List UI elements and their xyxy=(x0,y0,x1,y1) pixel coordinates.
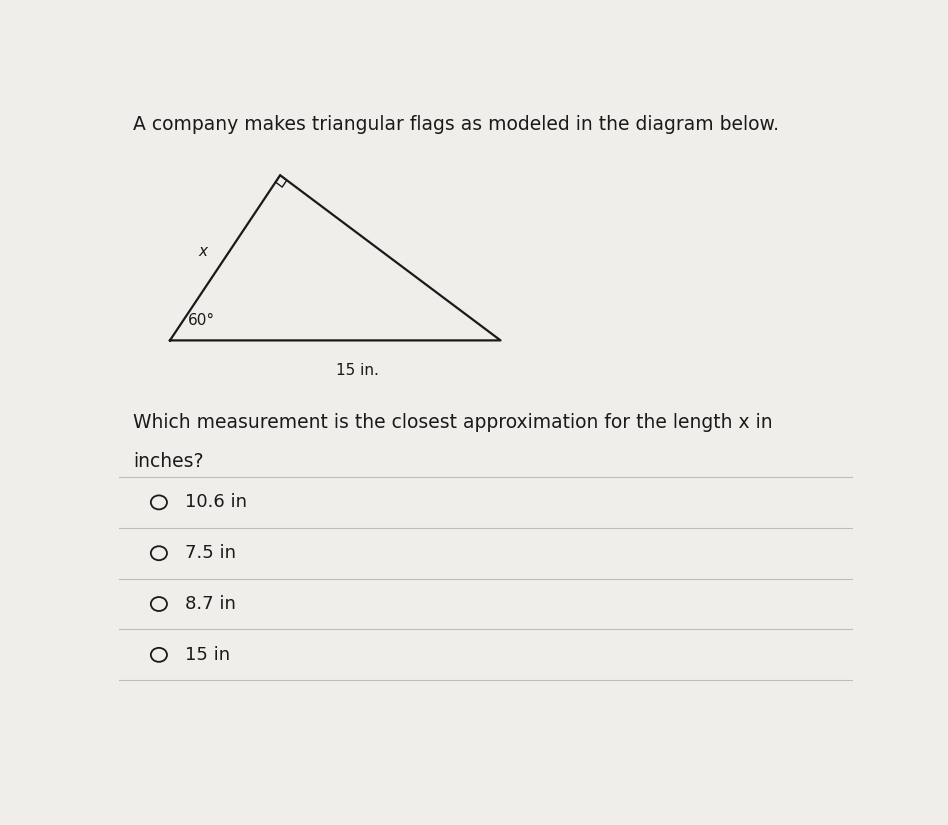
Text: 8.7 in: 8.7 in xyxy=(185,595,235,613)
Text: A company makes triangular flags as modeled in the diagram below.: A company makes triangular flags as mode… xyxy=(133,115,779,134)
Text: 60°: 60° xyxy=(189,313,215,328)
Text: 15 in: 15 in xyxy=(185,646,229,664)
Text: Which measurement is the closest approximation for the length x in: Which measurement is the closest approxi… xyxy=(133,413,773,432)
Text: 15 in.: 15 in. xyxy=(336,363,378,378)
Text: inches?: inches? xyxy=(133,451,204,470)
Text: 7.5 in: 7.5 in xyxy=(185,544,236,562)
Text: x: x xyxy=(198,244,208,259)
Text: 10.6 in: 10.6 in xyxy=(185,493,246,512)
